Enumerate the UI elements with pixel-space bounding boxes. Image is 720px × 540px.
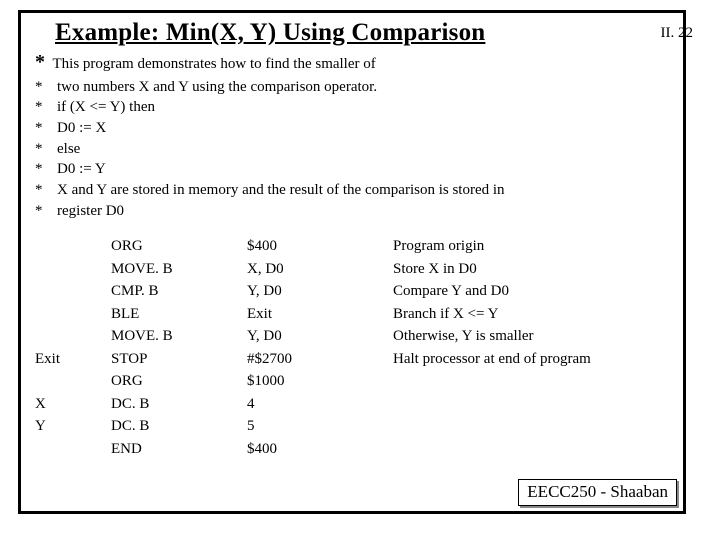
comment-line: * D0 := X bbox=[35, 118, 671, 139]
asterisk-icon: * bbox=[35, 139, 57, 160]
code-opcode: STOP bbox=[111, 348, 247, 371]
code-label bbox=[35, 325, 111, 348]
comment-text: This program demonstrates how to find th… bbox=[52, 56, 375, 72]
code-comment: Store X in D0 bbox=[393, 258, 671, 281]
code-comment bbox=[393, 370, 671, 393]
code-comment: Compare Y and D0 bbox=[393, 280, 671, 303]
code-opcode: MOVE. B bbox=[111, 325, 247, 348]
comment-line: * D0 := Y bbox=[35, 159, 671, 180]
code-comment bbox=[393, 415, 671, 438]
code-label bbox=[35, 235, 111, 258]
asterisk-icon: * bbox=[35, 49, 49, 77]
code-label: Y bbox=[35, 415, 111, 438]
code-row: Y DC. B 5 bbox=[35, 415, 671, 438]
code-row: END $400 bbox=[35, 438, 671, 461]
code-row: ORG $400 Program origin bbox=[35, 235, 671, 258]
code-comment: Otherwise, Y is smaller bbox=[393, 325, 671, 348]
code-label bbox=[35, 280, 111, 303]
code-row: Exit STOP #$2700 Halt processor at end o… bbox=[35, 348, 671, 371]
comment-first-line: * This program demonstrates how to find … bbox=[35, 49, 671, 77]
comment-line: * if (X <= Y) then bbox=[35, 97, 671, 118]
code-row: BLE Exit Branch if X <= Y bbox=[35, 303, 671, 326]
asterisk-icon: * bbox=[35, 159, 57, 180]
asterisk-icon: * bbox=[35, 118, 57, 139]
code-row: MOVE. B X, D0 Store X in D0 bbox=[35, 258, 671, 281]
code-label: Exit bbox=[35, 348, 111, 371]
comment-line: * X and Y are stored in memory and the r… bbox=[35, 180, 671, 201]
comment-text: if (X <= Y) then bbox=[57, 97, 671, 118]
asterisk-icon: * bbox=[35, 180, 57, 201]
code-row: ORG $1000 bbox=[35, 370, 671, 393]
code-block: ORG $400 Program origin MOVE. B X, D0 St… bbox=[35, 235, 671, 460]
comment-block: * This program demonstrates how to find … bbox=[35, 49, 671, 221]
code-opcode: CMP. B bbox=[111, 280, 247, 303]
slide-title: Example: Min(X, Y) Using Comparison bbox=[55, 19, 671, 47]
code-opcode: ORG bbox=[111, 235, 247, 258]
code-operand: #$2700 bbox=[247, 348, 393, 371]
code-operand: 5 bbox=[247, 415, 393, 438]
code-label bbox=[35, 370, 111, 393]
comment-text: register D0 bbox=[57, 201, 671, 222]
code-comment bbox=[393, 438, 671, 461]
code-label bbox=[35, 303, 111, 326]
code-comment: Halt processor at end of program bbox=[393, 348, 671, 371]
header-row: Example: Min(X, Y) Using Comparison II. … bbox=[35, 19, 671, 47]
code-opcode: MOVE. B bbox=[111, 258, 247, 281]
code-label bbox=[35, 438, 111, 461]
code-row: X DC. B 4 bbox=[35, 393, 671, 416]
code-row: CMP. B Y, D0 Compare Y and D0 bbox=[35, 280, 671, 303]
code-opcode: DC. B bbox=[111, 393, 247, 416]
code-comment: Branch if X <= Y bbox=[393, 303, 671, 326]
footer-text: EECC250 - Shaaban bbox=[527, 482, 668, 501]
code-comment: Program origin bbox=[393, 235, 671, 258]
comment-text: two numbers X and Y using the comparison… bbox=[57, 77, 671, 98]
code-label bbox=[35, 258, 111, 281]
comment-line: * register D0 bbox=[35, 201, 671, 222]
comment-text: D0 := X bbox=[57, 118, 671, 139]
comment-text: D0 := Y bbox=[57, 159, 671, 180]
code-label: X bbox=[35, 393, 111, 416]
asterisk-icon: * bbox=[35, 201, 57, 222]
code-operand: $400 bbox=[247, 438, 393, 461]
code-operand: $400 bbox=[247, 235, 393, 258]
code-comment bbox=[393, 393, 671, 416]
code-opcode: BLE bbox=[111, 303, 247, 326]
code-operand: 4 bbox=[247, 393, 393, 416]
slide-frame: Example: Min(X, Y) Using Comparison II. … bbox=[18, 10, 686, 514]
asterisk-icon: * bbox=[35, 97, 57, 118]
page-number: II. 22 bbox=[661, 25, 694, 42]
code-operand: $1000 bbox=[247, 370, 393, 393]
asterisk-icon: * bbox=[35, 77, 57, 98]
comment-text: else bbox=[57, 139, 671, 160]
code-operand: Y, D0 bbox=[247, 325, 393, 348]
footer-box: EECC250 - Shaaban bbox=[518, 479, 677, 506]
code-operand: Y, D0 bbox=[247, 280, 393, 303]
comment-line: * two numbers X and Y using the comparis… bbox=[35, 77, 671, 98]
code-opcode: DC. B bbox=[111, 415, 247, 438]
comment-text: X and Y are stored in memory and the res… bbox=[57, 180, 671, 201]
code-row: MOVE. B Y, D0 Otherwise, Y is smaller bbox=[35, 325, 671, 348]
code-operand: Exit bbox=[247, 303, 393, 326]
code-operand: X, D0 bbox=[247, 258, 393, 281]
code-opcode: ORG bbox=[111, 370, 247, 393]
code-opcode: END bbox=[111, 438, 247, 461]
comment-line: * else bbox=[35, 139, 671, 160]
